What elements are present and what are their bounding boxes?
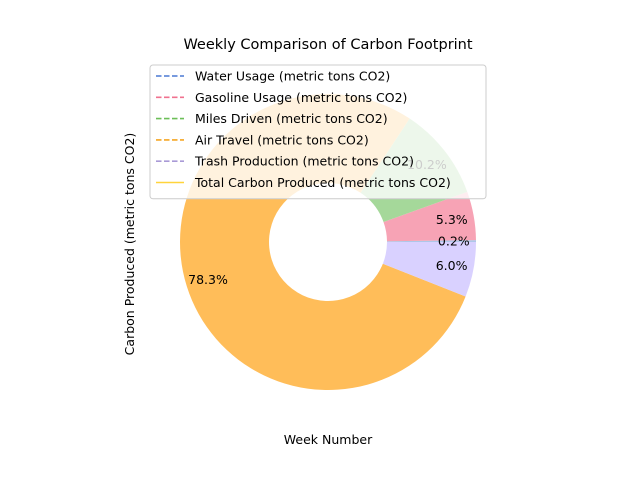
y-axis-label: Carbon Produced (metric tons CO2) [122,133,137,356]
legend-label-0: Water Usage (metric tons CO2) [195,69,390,84]
chart-title: Weekly Comparison of Carbon Footprint [183,37,472,53]
percent-label-1: 5.3% [436,212,468,227]
pie-slice-1 [383,191,476,242]
pie-slice-0 [386,240,476,242]
legend-box [149,64,487,200]
legend-label-5: Total Carbon Produced (metric tons CO2) [194,175,451,190]
legend-label-1: Gasoline Usage (metric tons CO2) [195,90,407,105]
legend-label-3: Air Travel (metric tons CO2) [195,132,369,147]
percent-label-4: 6.0% [436,258,468,273]
percent-label-3: 78.3% [188,272,228,287]
legend: Water Usage (metric tons CO2) Gasoline Us… [149,64,487,200]
legend-label-4: Trash Production (metric tons CO2) [194,154,414,169]
legend-label-2: Miles Driven (metric tons CO2) [195,111,388,126]
pie-slice-4 [382,242,476,297]
percent-label-0: 0.2% [438,234,470,249]
x-axis-label: Week Number [284,432,373,447]
